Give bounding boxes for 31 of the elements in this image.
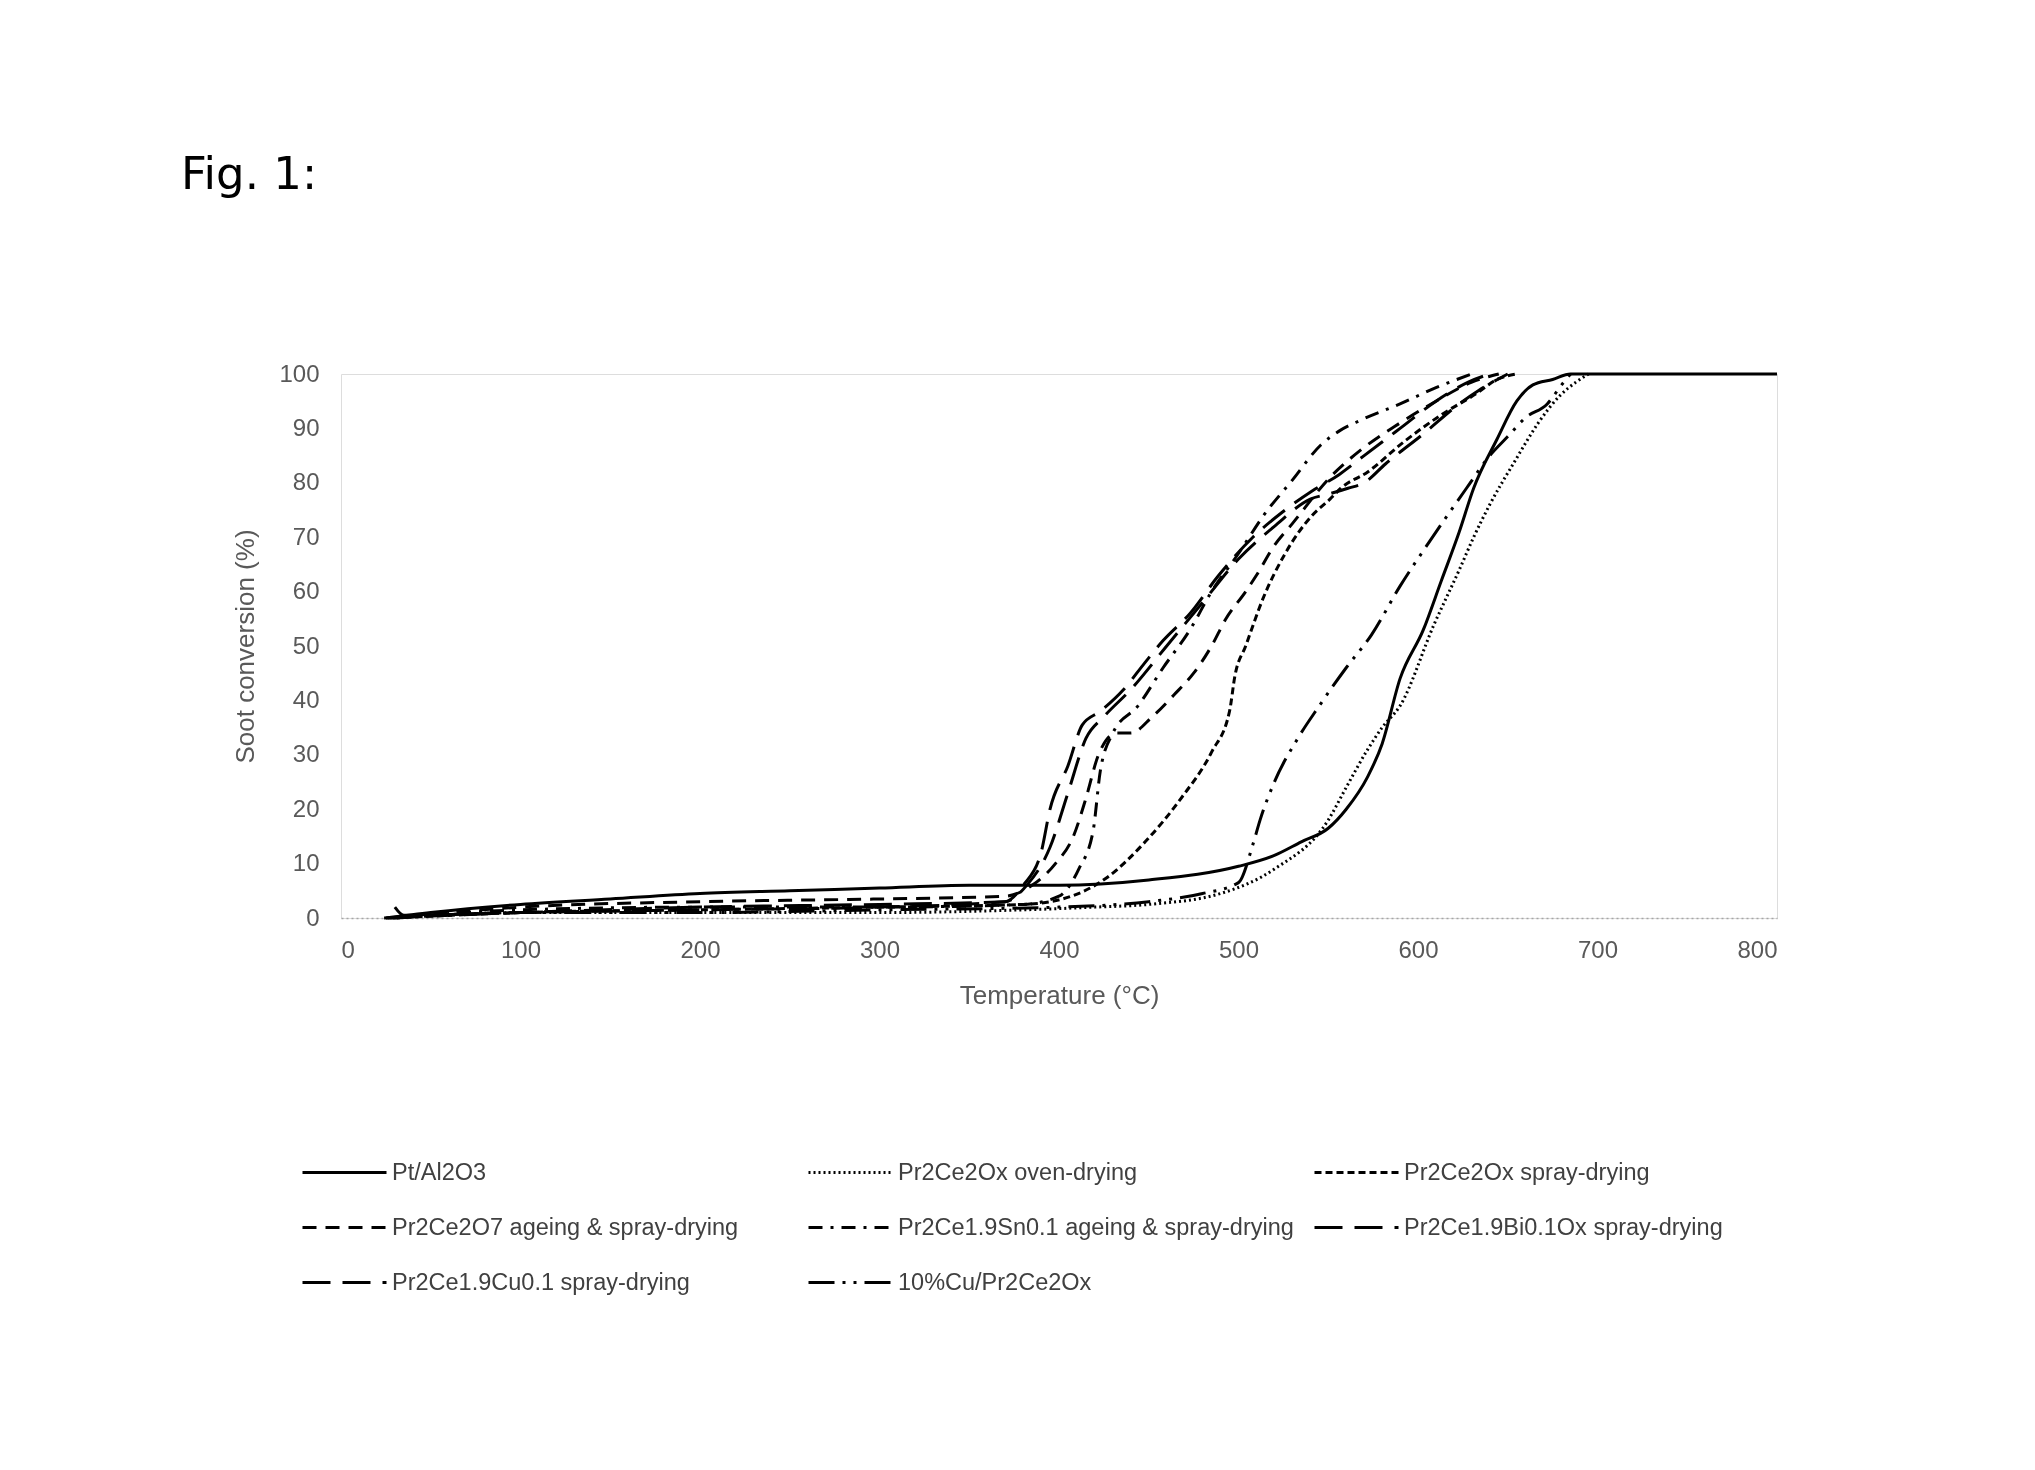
legend-label: Pr2Ce1.9Sn0.1 ageing & spray-drying bbox=[898, 1213, 1294, 1240]
legend-label: Pr2Ce1.9Cu0.1 spray-drying bbox=[392, 1268, 690, 1295]
y-tick-label: 0 bbox=[306, 903, 320, 931]
legend-label: Pr2Ce2Ox spray-drying bbox=[1404, 1158, 1650, 1185]
y-axis-title: Soot conversion (%) bbox=[230, 529, 261, 764]
legend-label: Pr2Ce1.9Bi0.1Ox spray-drying bbox=[1404, 1213, 1723, 1240]
x-tick-label: 500 bbox=[1218, 935, 1260, 963]
y-tick-label: 100 bbox=[279, 359, 320, 387]
y-tick-label: 70 bbox=[292, 522, 320, 550]
x-tick-label: 400 bbox=[1039, 935, 1080, 963]
y-tick-label: 50 bbox=[292, 631, 320, 659]
y-tick-label: 90 bbox=[292, 413, 320, 441]
x-tick-label: 600 bbox=[1398, 935, 1439, 963]
y-tick-label: 80 bbox=[292, 468, 320, 496]
y-tick-label: 40 bbox=[292, 685, 320, 713]
y-tick-label: 10 bbox=[292, 849, 320, 877]
x-tick-label: 0 bbox=[341, 935, 355, 963]
x-tick-label: 200 bbox=[680, 935, 721, 963]
legend-label: Pr2Ce2Ox oven-drying bbox=[898, 1158, 1138, 1185]
x-axis-title: Temperature (°C) bbox=[959, 979, 1160, 1010]
legend-label: Pr2Ce2O7 ageing & spray-drying bbox=[392, 1213, 739, 1240]
y-tick-label: 60 bbox=[292, 577, 320, 605]
x-tick-label: 300 bbox=[859, 935, 901, 963]
y-tick-label: 30 bbox=[292, 740, 320, 768]
x-tick-label: 800 bbox=[1737, 935, 1778, 963]
legend-label: 10%Cu/Pr2Ce2Ox bbox=[898, 1268, 1092, 1295]
chart-title: Fig. 1: bbox=[181, 147, 318, 200]
y-tick-label: 20 bbox=[292, 794, 320, 822]
legend-label: Pt/Al2O3 bbox=[392, 1158, 487, 1185]
x-tick-label: 700 bbox=[1577, 935, 1619, 963]
x-tick-label: 100 bbox=[500, 935, 542, 963]
